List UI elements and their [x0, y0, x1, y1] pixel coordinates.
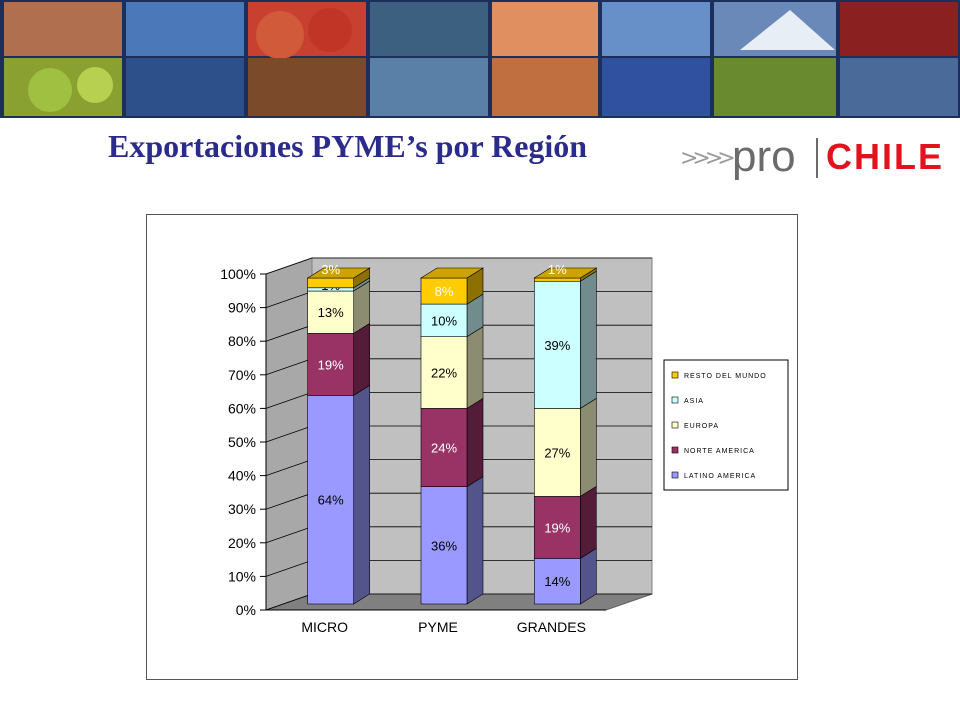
- gridline: [265, 257, 652, 275]
- logo-pro-text: pro: [732, 132, 796, 181]
- bar-side: [580, 270, 597, 409]
- data-label: 36%: [431, 538, 457, 553]
- y-axis-ticks: 0% 10% 20% 30% 40% 50% 60% 70% 80% 90% 100%: [220, 266, 606, 618]
- stacked-bar-chart: 0% 10% 20% 30% 40% 50% 60% 70% 80% 90% 100% 64% 19%…: [220, 257, 789, 635]
- legend-entry: EUROPA: [684, 423, 719, 430]
- legend-swatch: [671, 396, 679, 404]
- bar-segment: 19%: [307, 322, 370, 396]
- data-label: 19%: [544, 520, 570, 535]
- bar-segment: 36%: [420, 476, 484, 605]
- data-label: 22%: [431, 366, 457, 381]
- bar-segment: 10%: [420, 293, 484, 338]
- bar-segment: 8%: [419, 267, 485, 305]
- legend-swatch: [671, 421, 679, 429]
- bar-segment: 14%: [534, 547, 597, 605]
- legend-swatch: [671, 371, 679, 379]
- data-label: 3%: [321, 262, 340, 277]
- bar-segment: 64%: [307, 384, 370, 605]
- bar-side: [353, 322, 370, 396]
- y-tick-label: 60%: [228, 400, 256, 416]
- y-tick-label: 50%: [228, 434, 256, 450]
- bar-front: [534, 280, 581, 409]
- x-tick-label: MICRO: [301, 619, 348, 635]
- data-label: 10%: [431, 313, 457, 328]
- bar-side: [466, 326, 484, 409]
- bar-front: [307, 290, 354, 334]
- y-tick-label: 10%: [228, 568, 256, 584]
- bar-segment: 22%: [420, 326, 484, 409]
- legend-swatch: [671, 471, 679, 479]
- data-label: 27%: [544, 445, 570, 460]
- logo-chile-text: CHILE: [826, 136, 944, 177]
- bar-front: [307, 395, 354, 605]
- legend-entry: ASIA: [684, 398, 704, 405]
- bar-top: [419, 267, 485, 279]
- data-label: 8%: [435, 284, 454, 299]
- data-label: 39%: [544, 338, 570, 353]
- data-label: 24%: [431, 441, 457, 456]
- data-label: 1%: [548, 262, 567, 277]
- legend-entry: NORTE AMERICA: [684, 448, 755, 455]
- bar-top: [533, 267, 598, 279]
- bar-side: [466, 397, 484, 488]
- bar-front: [420, 486, 468, 605]
- y-tick-label: 20%: [228, 535, 256, 551]
- data-label: 19%: [318, 357, 344, 372]
- legend: RESTO DEL MUNDO ASIA EUROPA NORTE AMERICA LA…: [663, 359, 789, 491]
- bar-segment: 19%: [534, 485, 597, 559]
- legend-entry: LATINO AMERICA: [684, 473, 756, 480]
- bar-segment: 3%: [306, 262, 371, 289]
- x-axis-ticks: MICRO PYME GRANDES: [301, 619, 586, 635]
- y-tick-label: 40%: [228, 468, 256, 484]
- y-tick-label: 80%: [228, 333, 256, 349]
- y-tick-label: 90%: [228, 300, 256, 316]
- logo-arrows: >>>>: [680, 146, 736, 171]
- legend-swatch: [671, 446, 679, 454]
- y-tick-label: 70%: [228, 367, 256, 383]
- bar-segment: 1%: [533, 262, 598, 282]
- y-tick-label: 30%: [228, 501, 256, 517]
- bar-side: [353, 384, 370, 605]
- bar-segment: 39%: [534, 270, 597, 409]
- bar-front: [534, 408, 581, 497]
- y-tick-label: 0%: [236, 602, 256, 618]
- bar-segment: 27%: [534, 397, 597, 497]
- data-label: 64%: [318, 493, 344, 508]
- bar-side: [580, 397, 597, 497]
- bar-side: [580, 485, 597, 559]
- bar-front: [534, 558, 581, 605]
- prochile-logo: >>>> pro CHILE: [680, 132, 950, 182]
- bar-segment: 13%: [307, 280, 370, 334]
- bar-front: [420, 303, 468, 337]
- bar-front: [420, 277, 468, 305]
- x-tick-label: GRANDES: [517, 619, 586, 635]
- bar-top: [306, 267, 371, 279]
- y-tick-label: 100%: [220, 266, 256, 282]
- bar-front: [420, 336, 468, 409]
- bar-front: [420, 408, 468, 487]
- data-label: 13%: [318, 305, 344, 320]
- bar-front: [307, 277, 354, 289]
- logo-divider: [816, 138, 818, 178]
- bar-front: [307, 333, 354, 396]
- legend-box: [663, 359, 789, 491]
- bar-front: [534, 277, 581, 282]
- data-label: 14%: [544, 574, 570, 589]
- photo-banner: [0, 0, 960, 118]
- bar-side: [466, 476, 484, 605]
- bars: 64%19%13%1%3%36%24%22%10%8%14%19%27%39%1…: [306, 262, 598, 605]
- x-tick-label: PYME: [418, 619, 458, 635]
- bar-segment: 24%: [420, 397, 484, 488]
- page-title: Exportaciones PYME’s por Región: [108, 128, 588, 164]
- legend-entry: RESTO DEL MUNDO: [684, 373, 767, 380]
